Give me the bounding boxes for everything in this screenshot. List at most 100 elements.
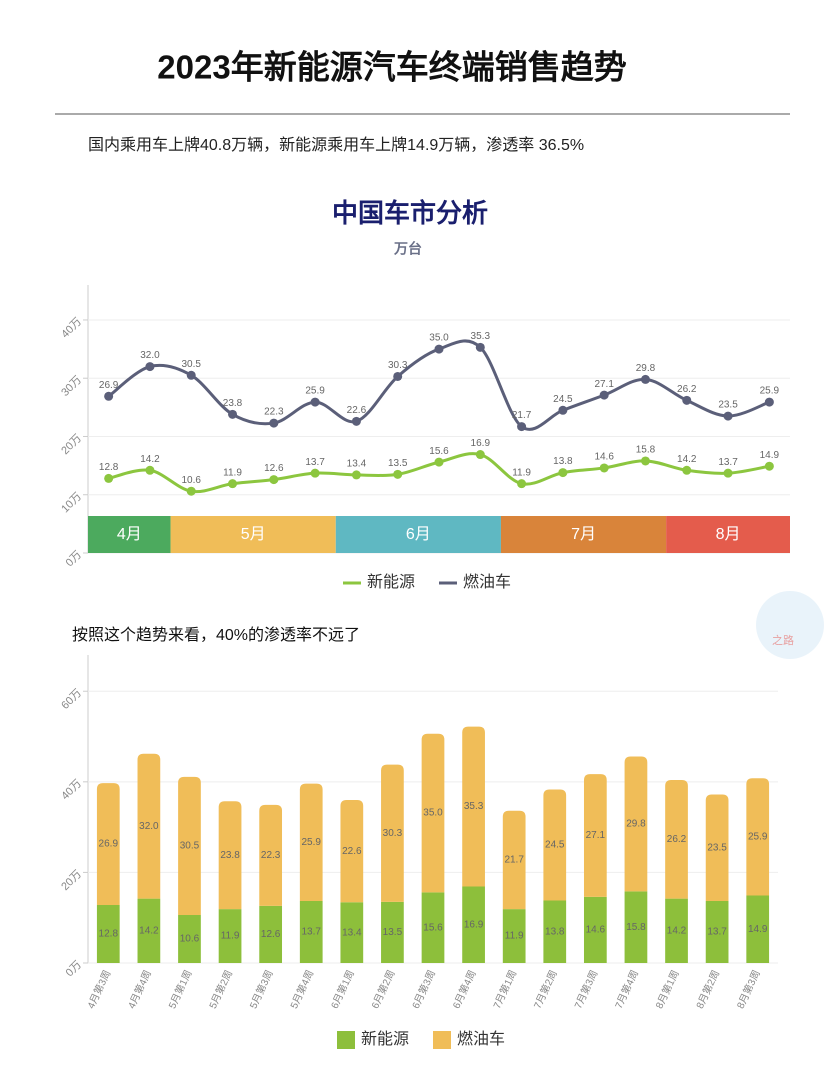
page-title: 2023年新能源汽车终端销售趋势	[157, 49, 626, 86]
bar	[178, 776, 201, 915]
x-tick-label: 7月第3周	[571, 968, 600, 1011]
value-label: 10.6	[182, 475, 202, 486]
legend-label: 燃油车	[457, 1030, 505, 1048]
point	[104, 391, 114, 401]
value-label: 23.8	[223, 398, 243, 409]
bar	[665, 898, 688, 963]
point	[764, 397, 774, 407]
y-tick-label: 0万	[64, 959, 85, 980]
value-label: 11.9	[223, 467, 242, 478]
value-label: 29.8	[626, 819, 646, 830]
point	[682, 395, 692, 405]
x-tick-label: 7月第4周	[612, 968, 641, 1011]
value-label: 13.7	[302, 927, 322, 938]
bar	[340, 799, 364, 903]
x-tick-label: 6月第1周	[328, 968, 357, 1011]
point	[764, 461, 774, 471]
point	[640, 374, 650, 384]
bar	[746, 895, 770, 963]
point	[351, 470, 361, 480]
period-label: 8月	[716, 526, 741, 543]
y-tick-label: 20万	[59, 432, 84, 457]
bar	[218, 909, 242, 963]
value-label: 13.4	[347, 459, 367, 470]
point	[558, 468, 568, 478]
bar	[259, 804, 283, 906]
y-tick-label: 40万	[59, 316, 84, 341]
bar	[462, 886, 485, 963]
value-label: 14.2	[139, 925, 159, 936]
y-tick-label: 30万	[59, 374, 84, 399]
value-label: 23.5	[707, 842, 727, 853]
x-tick-label: 8月第1周	[652, 968, 681, 1011]
bar	[137, 898, 161, 963]
point	[351, 416, 361, 426]
bar	[705, 900, 729, 963]
value-label: 14.9	[760, 450, 780, 461]
bar	[462, 726, 485, 887]
value-label: 26.9	[99, 839, 119, 850]
point	[599, 390, 609, 400]
value-label: 14.6	[586, 925, 606, 936]
value-label: 30.3	[383, 828, 403, 839]
value-label: 14.2	[140, 454, 160, 465]
bar	[259, 905, 283, 963]
value-label: 11.9	[221, 931, 240, 942]
value-label: 22.6	[342, 846, 362, 857]
value-label: 30.5	[180, 841, 200, 852]
page-subtitle: 国内乘用车上牌40.8万辆，新能源乘用车上牌14.9万辆，渗透率 36.5%	[88, 136, 584, 154]
x-tick-label: 8月第2周	[693, 968, 722, 1011]
value-label: 24.5	[553, 394, 573, 405]
y-tick-label: 0万	[64, 549, 85, 570]
value-label: 22.6	[347, 405, 367, 416]
value-label: 35.0	[429, 333, 449, 344]
legend-label: 燃油车	[463, 573, 511, 591]
legend-label: 新能源	[367, 573, 415, 591]
value-label: 22.3	[261, 850, 281, 861]
bar	[340, 902, 364, 963]
point	[682, 465, 692, 475]
chart-subtitle: 万台	[393, 241, 422, 257]
value-label: 13.7	[707, 927, 727, 938]
x-tick-label: 4月第3周	[84, 968, 113, 1011]
value-label: 12.6	[261, 929, 281, 940]
value-label: 12.8	[99, 462, 119, 473]
value-label: 16.9	[471, 438, 491, 449]
value-label: 24.5	[545, 840, 565, 851]
y-tick-label: 10万	[59, 490, 84, 515]
point	[517, 422, 527, 432]
point	[145, 465, 155, 475]
period-label: 6月	[406, 526, 431, 543]
value-label: 25.9	[748, 831, 768, 842]
point	[310, 468, 320, 478]
legend-label: 新能源	[361, 1030, 409, 1048]
value-label: 27.1	[586, 830, 606, 841]
point	[228, 479, 238, 489]
point	[434, 344, 444, 354]
y-tick-label: 60万	[59, 687, 84, 712]
bar	[502, 909, 526, 963]
bar	[665, 780, 688, 899]
bar	[746, 778, 770, 896]
bar	[96, 783, 120, 906]
point	[186, 370, 196, 380]
bar	[583, 774, 607, 897]
period-label: 7月	[571, 526, 596, 543]
value-label: 21.7	[512, 410, 532, 421]
y-tick-label: 20万	[59, 868, 84, 893]
value-label: 13.7	[305, 457, 325, 468]
value-label: 32.0	[139, 821, 159, 832]
bar	[299, 783, 323, 901]
bar	[543, 789, 567, 901]
watermark-badge	[756, 591, 824, 659]
x-tick-label: 8月第3周	[734, 968, 763, 1011]
point	[228, 409, 238, 419]
x-tick-label: 6月第3周	[409, 968, 438, 1011]
chart-title: 按照这个趋势来看，40%的渗透率不远了	[72, 626, 360, 644]
point	[558, 405, 568, 415]
value-label: 22.3	[264, 407, 284, 418]
bar	[705, 794, 729, 901]
value-label: 12.6	[264, 463, 284, 474]
x-tick-label: 5月第4周	[287, 968, 316, 1011]
